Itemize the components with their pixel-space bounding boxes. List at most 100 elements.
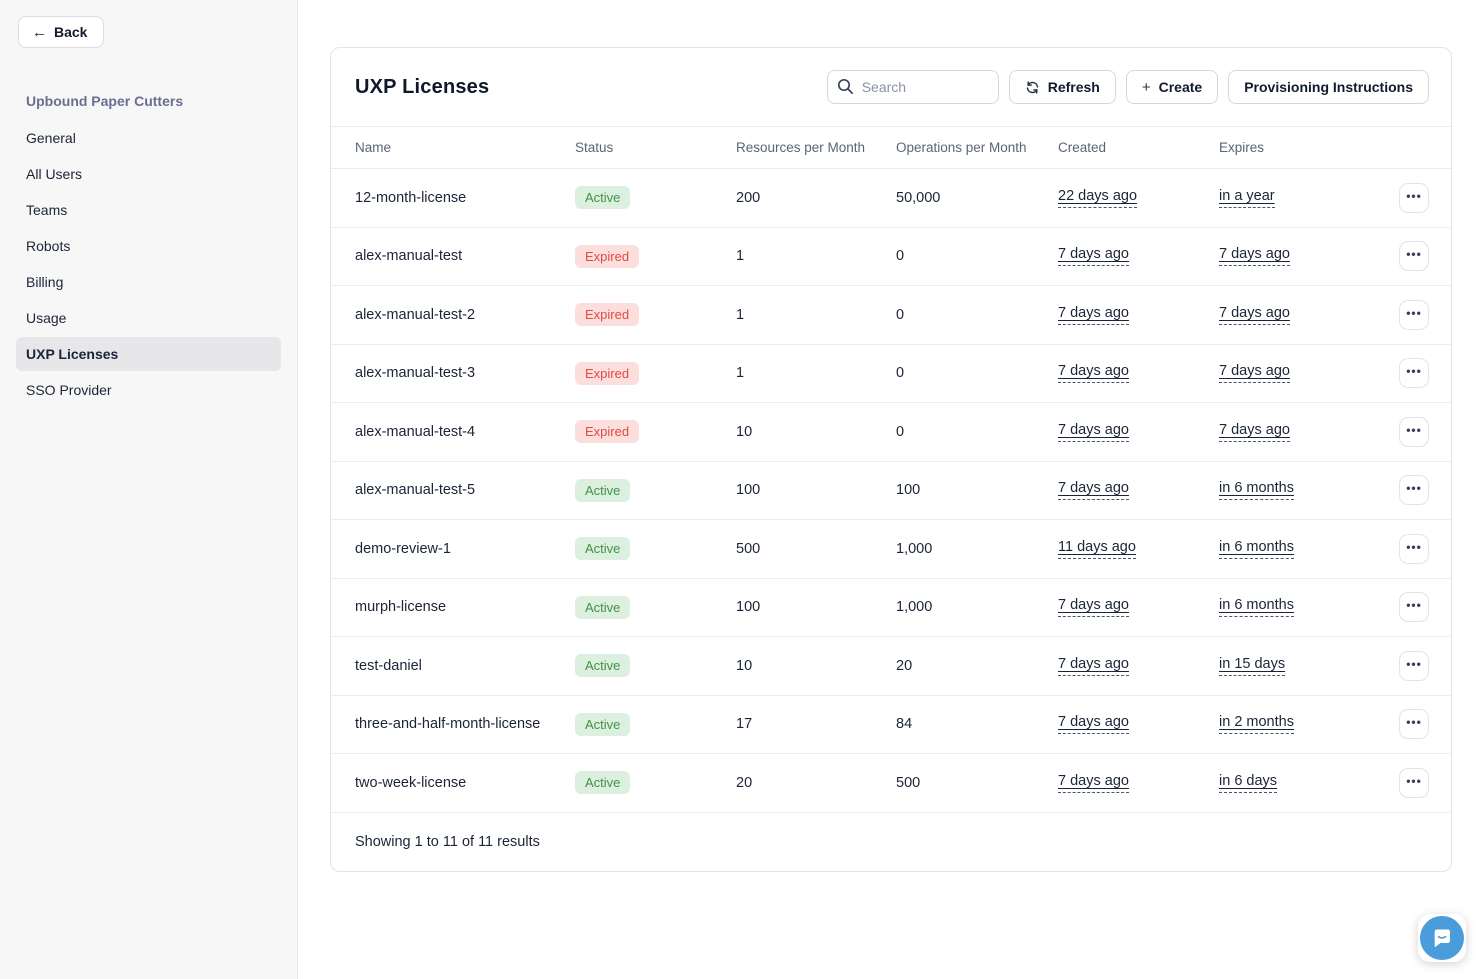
ellipsis-icon: •••	[1406, 188, 1422, 203]
resources-per-month: 10	[736, 657, 753, 674]
row-actions: •••	[1399, 767, 1429, 798]
row-menu-button[interactable]: •••	[1399, 767, 1429, 798]
row-menu-button[interactable]: •••	[1399, 650, 1429, 681]
license-name: alex-manual-test-4	[355, 423, 476, 440]
expires-date: in 6 months	[1219, 597, 1294, 618]
table-row: three-and-half-month-license Active 17 8…	[331, 696, 1451, 754]
row-menu-button[interactable]: •••	[1399, 299, 1429, 330]
resources-per-month: 10	[736, 423, 753, 440]
created-date: 7 days ago	[1058, 305, 1129, 325]
row-menu-button[interactable]: •••	[1399, 592, 1429, 623]
table-row: test-daniel Active 10 20 7 days ago in 1…	[331, 637, 1451, 696]
row-actions: •••	[1399, 416, 1429, 447]
operations-per-month: 84	[896, 716, 913, 733]
main-content: UXP Licenses Refresh	[298, 0, 1484, 979]
column-header-status: Status	[575, 140, 614, 155]
table-row: alex-manual-test-4 Expired 10 0 7 days a…	[331, 403, 1451, 462]
ellipsis-icon: •••	[1406, 539, 1422, 554]
status-badge: Expired	[575, 361, 640, 385]
create-button-label: Create	[1158, 79, 1203, 95]
chat-launcher-circle	[1420, 916, 1464, 960]
license-name: alex-manual-test	[355, 248, 463, 265]
sidebar-nav: Upbound Paper Cutters General All Users Te…	[0, 84, 297, 407]
org-title: Upbound Paper Cutters	[26, 93, 184, 109]
row-menu-button[interactable]: •••	[1399, 241, 1429, 272]
sidebar-item-teams[interactable]: Teams	[26, 202, 68, 218]
chat-launcher-button[interactable]	[1418, 914, 1466, 962]
table-body: 12-month-license Active 200 50,000 22 da…	[331, 169, 1451, 813]
license-name: alex-manual-test-3	[355, 365, 476, 382]
table-row: alex-manual-test-3 Expired 1 0 7 days ag…	[331, 345, 1451, 403]
created-date: 7 days ago	[1058, 480, 1129, 501]
row-actions: •••	[1399, 709, 1429, 740]
plus-icon: +	[1141, 78, 1151, 96]
operations-per-month: 50,000	[896, 189, 941, 206]
table-row: alex-manual-test Expired 1 0 7 days ago …	[331, 228, 1451, 286]
column-header-name: Name	[355, 140, 392, 155]
sidebar-item-uxp-licenses[interactable]: UXP Licenses	[16, 337, 281, 371]
resources-per-month: 1	[736, 306, 745, 323]
ellipsis-icon: •••	[1406, 598, 1422, 613]
operations-per-month: 0	[896, 306, 905, 323]
operations-per-month: 0	[896, 365, 905, 382]
row-menu-button[interactable]: •••	[1399, 416, 1429, 447]
table-row: two-week-license Active 20 500 7 days ag…	[331, 754, 1451, 813]
expires-date: 7 days ago	[1219, 246, 1290, 267]
ellipsis-icon: •••	[1406, 481, 1422, 496]
row-actions: •••	[1399, 650, 1429, 681]
status-badge: Active	[575, 595, 631, 619]
status-badge: Expired	[575, 420, 640, 444]
table-row: murph-license Active 100 1,000 7 days ag…	[331, 579, 1451, 637]
license-name: demo-review-1	[355, 540, 451, 557]
ellipsis-icon: •••	[1406, 247, 1422, 262]
sidebar-item-billing[interactable]: Billing	[26, 274, 64, 290]
back-button[interactable]: ← Back	[18, 16, 105, 48]
header-controls: Refresh + Create Provisioning Instructio…	[826, 70, 1429, 104]
create-button[interactable]: + Create	[1125, 70, 1219, 104]
sidebar-item-sso-provider[interactable]: SSO Provider	[26, 382, 112, 398]
refresh-button[interactable]: Refresh	[1008, 70, 1116, 104]
row-actions: •••	[1399, 533, 1429, 564]
sidebar-item-all-users[interactable]: All Users	[26, 166, 83, 182]
sidebar-item-usage[interactable]: Usage	[26, 310, 67, 326]
resources-per-month: 17	[736, 716, 753, 733]
back-arrow-icon: ←	[32, 23, 47, 41]
back-button-label: Back	[54, 24, 88, 40]
sidebar-item-robots[interactable]: Robots	[26, 238, 71, 254]
column-header-created: Created	[1058, 140, 1107, 155]
card-header: UXP Licenses Refresh	[331, 48, 1451, 126]
ellipsis-icon: •••	[1406, 773, 1422, 788]
sidebar-item-general[interactable]: General	[26, 130, 76, 146]
search-wrap	[826, 70, 999, 104]
column-header-operations: Operations per Month	[896, 140, 1027, 155]
ellipsis-icon: •••	[1406, 422, 1422, 437]
license-name: two-week-license	[355, 774, 467, 791]
expires-date: 7 days ago	[1219, 305, 1290, 325]
ellipsis-icon: •••	[1406, 364, 1422, 379]
expires-date: 7 days ago	[1219, 363, 1290, 384]
provisioning-instructions-button[interactable]: Provisioning Instructions	[1228, 70, 1429, 104]
expires-date: in 2 months	[1219, 714, 1294, 735]
uxp-licenses-card: UXP Licenses Refresh	[330, 47, 1452, 872]
row-menu-button[interactable]: •••	[1399, 533, 1429, 564]
status-badge: Expired	[575, 244, 640, 268]
search-input[interactable]	[826, 70, 999, 104]
row-actions: •••	[1399, 592, 1429, 623]
license-name: murph-license	[355, 599, 447, 616]
page-title: UXP Licenses	[355, 75, 490, 98]
created-date: 22 days ago	[1058, 188, 1138, 208]
row-actions: •••	[1399, 241, 1429, 272]
row-menu-button[interactable]: •••	[1399, 475, 1429, 506]
expires-date: 7 days ago	[1219, 422, 1290, 442]
row-menu-button[interactable]: •••	[1399, 182, 1429, 213]
created-date: 11 days ago	[1058, 539, 1136, 559]
row-menu-button[interactable]: •••	[1399, 709, 1429, 740]
row-menu-button[interactable]: •••	[1399, 358, 1429, 389]
license-name: 12-month-license	[355, 189, 467, 206]
ellipsis-icon: •••	[1406, 715, 1422, 730]
license-name: test-daniel	[355, 657, 422, 674]
created-date: 7 days ago	[1058, 656, 1129, 676]
expires-date: in 15 days	[1219, 656, 1286, 676]
ellipsis-icon: •••	[1406, 656, 1422, 671]
expires-date: in 6 days	[1219, 773, 1278, 793]
